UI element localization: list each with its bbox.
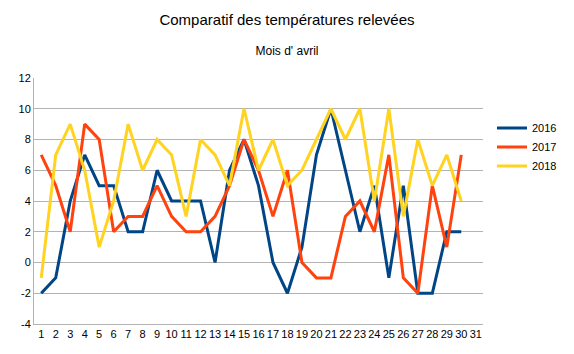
- svg-text:8: 8: [140, 328, 146, 340]
- svg-text:16: 16: [252, 328, 264, 340]
- svg-text:31: 31: [470, 328, 482, 340]
- svg-text:2018: 2018: [532, 160, 556, 172]
- svg-text:-4: -4: [21, 318, 31, 330]
- svg-text:0: 0: [25, 256, 31, 268]
- svg-text:10: 10: [19, 103, 31, 115]
- svg-text:6: 6: [25, 164, 31, 176]
- svg-text:10: 10: [165, 328, 177, 340]
- svg-text:14: 14: [223, 328, 235, 340]
- svg-text:27: 27: [412, 328, 424, 340]
- svg-text:17: 17: [267, 328, 279, 340]
- svg-text:9: 9: [154, 328, 160, 340]
- svg-text:21: 21: [325, 328, 337, 340]
- svg-text:23: 23: [354, 328, 366, 340]
- svg-text:4: 4: [25, 195, 31, 207]
- svg-text:25: 25: [383, 328, 395, 340]
- svg-text:12: 12: [19, 72, 31, 84]
- svg-text:2: 2: [25, 226, 31, 238]
- svg-text:7: 7: [125, 328, 131, 340]
- svg-text:5: 5: [96, 328, 102, 340]
- svg-text:13: 13: [209, 328, 221, 340]
- svg-text:15: 15: [238, 328, 250, 340]
- svg-text:19: 19: [296, 328, 308, 340]
- svg-text:6: 6: [111, 328, 117, 340]
- svg-text:29: 29: [441, 328, 453, 340]
- svg-text:18: 18: [281, 328, 293, 340]
- svg-text:11: 11: [180, 328, 191, 340]
- svg-text:30: 30: [455, 328, 467, 340]
- svg-text:28: 28: [426, 328, 438, 340]
- svg-text:20: 20: [310, 328, 322, 340]
- svg-text:4: 4: [82, 328, 88, 340]
- svg-text:Mois d' avril: Mois d' avril: [256, 44, 319, 58]
- svg-text:24: 24: [368, 328, 380, 340]
- svg-text:12: 12: [194, 328, 206, 340]
- svg-text:2017: 2017: [532, 141, 556, 153]
- svg-text:26: 26: [397, 328, 409, 340]
- svg-text:2016: 2016: [532, 122, 556, 134]
- svg-text:2: 2: [53, 328, 59, 340]
- svg-text:3: 3: [67, 328, 73, 340]
- svg-text:22: 22: [339, 328, 351, 340]
- svg-text:-2: -2: [21, 287, 31, 299]
- svg-text:1: 1: [38, 328, 44, 340]
- svg-text:8: 8: [25, 133, 31, 145]
- svg-text:Comparatif des températures re: Comparatif des températures relevées: [159, 11, 414, 28]
